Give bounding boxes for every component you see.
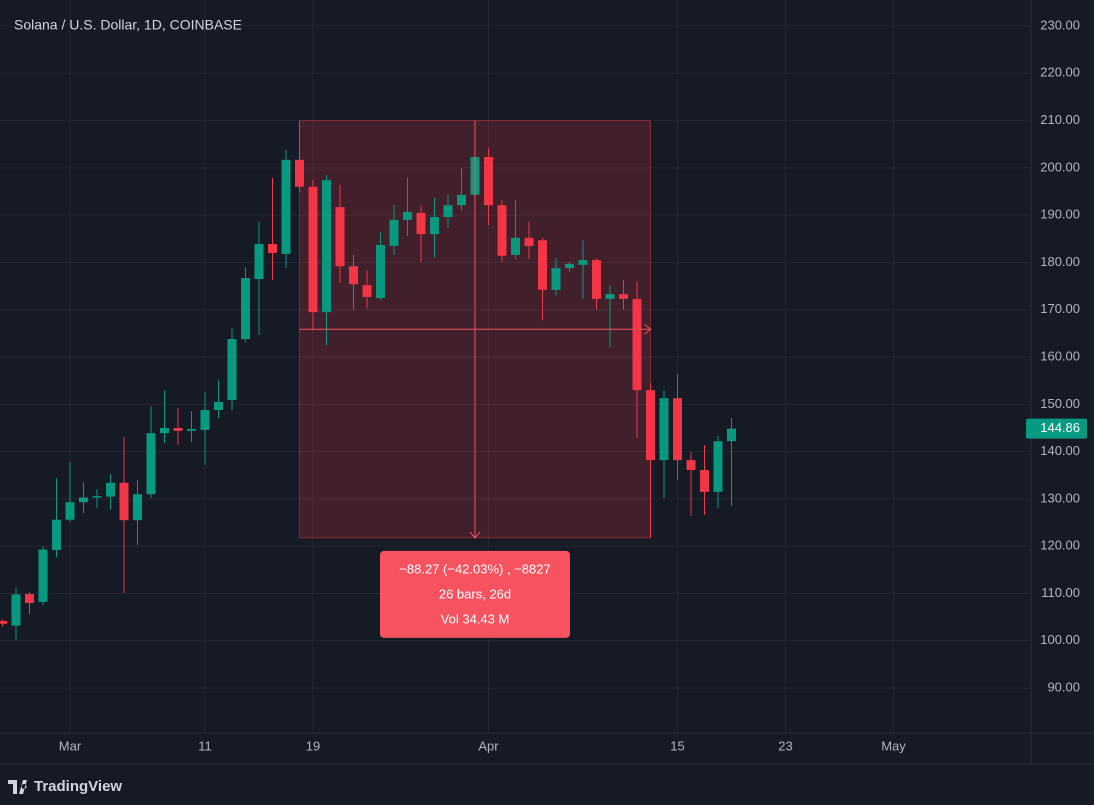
candle-body [565,263,574,269]
candle-body [551,268,561,290]
candle-body [322,180,331,313]
y-tick-label: 190.00 [1040,207,1080,222]
candle-body [619,294,628,299]
candle-body [295,159,304,187]
candle-body [713,441,723,492]
candle-body [133,494,142,521]
candle-body [11,594,21,626]
y-tick-label: 120.00 [1040,538,1080,553]
candle-body [659,398,669,461]
x-tick-label: May [881,738,906,753]
grid [0,0,1030,733]
candle-body [578,260,588,265]
candle-body [119,482,129,521]
y-tick-label: 100.00 [1040,632,1080,647]
y-tick-label: 210.00 [1040,112,1080,127]
y-tick-label: 160.00 [1040,348,1080,363]
measure-h-arrowhead [644,323,652,335]
candle-body [646,390,655,461]
brand-name: TradingView [34,778,122,795]
candle-body [430,217,439,235]
candle-body [281,159,291,254]
tooltip-bars: 26 bars, 26d [439,586,511,601]
x-tick-label: Apr [478,738,499,753]
candle-body [214,401,223,411]
x-tick-label: 23 [778,738,792,753]
candle-body [632,298,642,391]
candle-body [538,240,547,290]
candle-body [443,205,453,218]
last-price-badge [1026,418,1087,439]
x-tick-label: 19 [306,738,320,753]
y-tick-label: 220.00 [1040,65,1080,80]
candle-body [524,237,534,246]
y-tick-label: 110.00 [1041,585,1080,600]
candle-body [65,502,75,520]
y-tick-label: 170.00 [1040,301,1080,316]
measure-v-arrowhead [469,531,481,539]
candle-body [25,593,34,603]
candle-body [484,157,493,206]
candle-body [376,244,385,298]
candle-body [38,549,48,603]
y-tick-label: 230.00 [1040,17,1080,32]
x-tick-label: 15 [670,738,684,753]
y-tick-label: 200.00 [1040,159,1080,174]
measure-tooltip: −88.27 (−42.03%) , −8827 26 bars, 26d Vol … [380,550,570,638]
candle-body [700,470,709,492]
last-price-label: 144.86 [1040,420,1080,435]
candle-body [52,519,61,550]
plot-area [0,120,736,640]
candle-body [0,620,7,624]
candle-body [187,428,196,431]
axes: 90.00 100.00 110.00 120.00 130.00 140.00 150.0… [59,17,1087,753]
candle-body [268,244,277,254]
chart-title: Solana / U.S. Dollar, 1D, COINBASE [14,17,242,33]
y-tick-label: 150.00 [1040,396,1080,411]
footer-logo: TradingView [8,778,122,795]
y-tick-label: 180.00 [1040,254,1080,269]
y-tick-label: 140.00 [1040,443,1080,458]
y-tick-label: 130.00 [1040,490,1080,505]
candle-body [416,212,426,235]
candle-body [241,278,250,340]
candle-body [592,260,601,299]
x-tick-label: Mar [59,738,82,753]
tooltip-box [380,550,570,638]
logo-icon [8,780,27,794]
candle-body [335,207,345,267]
candle-body [605,294,615,299]
candle-body [79,497,88,503]
candle-body [349,266,358,285]
tooltip-change: −88.27 (−42.03%) , −8827 [399,561,550,576]
candle-body [727,428,736,442]
candle-body [227,339,237,401]
candle-body [497,205,507,256]
candle-body [389,219,399,246]
candle-body [160,427,169,434]
candle-body [457,194,466,206]
candle-body [403,211,412,220]
candle-body [686,460,696,471]
candle-body [511,237,520,255]
candle-body [673,398,682,461]
candle-body [106,482,115,497]
candle-body [308,186,318,313]
candle-body [173,427,183,431]
x-tick-label: 11 [198,738,212,753]
candle-body [200,410,210,430]
candle-body [146,433,156,495]
y-tick-label: 90.00 [1047,680,1080,695]
candle-body [362,285,372,297]
candle-body [92,496,102,498]
candle-body [254,244,264,280]
tooltip-volume: Vol 34.43 M [441,611,510,626]
